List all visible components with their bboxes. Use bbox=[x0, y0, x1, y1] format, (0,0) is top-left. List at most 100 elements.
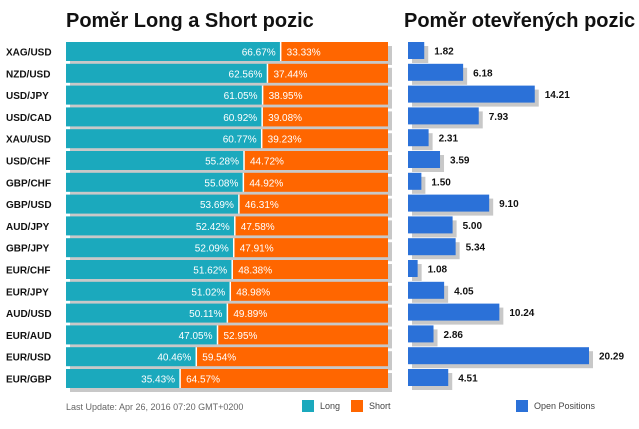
short-value-label: 33.33% bbox=[287, 48, 321, 59]
long-bar bbox=[66, 107, 263, 127]
short-value-label: 48.98% bbox=[236, 287, 270, 298]
long-value-label: 66.67% bbox=[242, 48, 276, 59]
legend-long: Long bbox=[302, 400, 340, 412]
short-bar bbox=[262, 107, 388, 127]
open-positions-bar bbox=[408, 151, 441, 168]
short-bar bbox=[217, 325, 388, 345]
open-positions-bar bbox=[408, 63, 464, 81]
open-positions-value-label: 1.08 bbox=[428, 265, 448, 276]
short-bar bbox=[261, 129, 388, 149]
long-bar bbox=[66, 42, 281, 61]
open-positions-value-label: 14.21 bbox=[545, 90, 570, 101]
short-bar bbox=[244, 151, 388, 170]
short-bar bbox=[230, 281, 388, 301]
long-value-label: 55.08% bbox=[204, 178, 238, 189]
open-positions-bar bbox=[408, 325, 434, 343]
legend-long-label: Long bbox=[320, 401, 341, 411]
short-value-label: 52.95% bbox=[224, 331, 258, 342]
long-value-label: 52.42% bbox=[196, 222, 230, 233]
long-value-label: 35.43% bbox=[141, 375, 175, 386]
short-bar bbox=[180, 369, 388, 388]
legend-open-swatch bbox=[516, 400, 528, 412]
category-label: USD/JPY bbox=[6, 91, 49, 102]
open-positions-bar bbox=[408, 194, 490, 212]
short-value-label: 47.91% bbox=[240, 244, 274, 255]
short-bar bbox=[280, 42, 388, 61]
category-label: GBP/JPY bbox=[6, 244, 50, 255]
long-bar bbox=[66, 129, 262, 149]
short-value-label: 64.57% bbox=[186, 375, 220, 386]
long-bar bbox=[66, 281, 231, 301]
long-bar bbox=[66, 194, 239, 214]
short-value-label: 46.31% bbox=[245, 200, 279, 211]
long-bar bbox=[66, 85, 263, 105]
open-positions-value-label: 4.05 bbox=[454, 286, 474, 297]
short-bar bbox=[262, 85, 388, 105]
short-value-label: 37.44% bbox=[273, 69, 307, 80]
long-value-label: 53.69% bbox=[200, 200, 234, 211]
long-value-label: 62.56% bbox=[229, 69, 263, 80]
legend-short-swatch bbox=[351, 400, 363, 412]
long-value-label: 60.77% bbox=[223, 135, 257, 146]
long-bar bbox=[66, 216, 235, 236]
open-positions-value-label: 6.18 bbox=[473, 68, 493, 79]
legend-open-positions: Open Positions bbox=[516, 400, 595, 412]
open-positions-bar bbox=[408, 42, 425, 59]
open-positions-bar bbox=[408, 238, 456, 256]
legend-short-label: Short bbox=[369, 401, 391, 411]
open-positions-value-label: 1.50 bbox=[431, 177, 451, 188]
open-positions-bar bbox=[408, 281, 445, 299]
open-positions-bar bbox=[408, 347, 589, 365]
long-value-label: 61.05% bbox=[224, 91, 258, 102]
category-label: USD/CHF bbox=[6, 157, 50, 168]
long-bar bbox=[66, 325, 218, 345]
open-positions-value-label: 10.24 bbox=[509, 308, 534, 319]
long-bar bbox=[66, 172, 244, 192]
open-positions-bar bbox=[408, 369, 449, 386]
long-bar bbox=[66, 238, 234, 258]
short-bar bbox=[238, 194, 388, 214]
open-positions-bar bbox=[408, 85, 535, 103]
open-positions-value-label: 4.51 bbox=[458, 374, 478, 385]
short-bar bbox=[267, 63, 388, 83]
open-positions-bar bbox=[408, 303, 500, 321]
open-positions-bar bbox=[408, 260, 418, 277]
open-positions-value-label: 5.34 bbox=[466, 243, 486, 254]
long-bar bbox=[66, 303, 228, 323]
short-value-label: 48.38% bbox=[238, 266, 272, 277]
short-bar bbox=[196, 347, 388, 367]
category-label: EUR/AUD bbox=[6, 331, 52, 342]
category-label: EUR/CHF bbox=[6, 266, 50, 277]
category-label: NZD/USD bbox=[6, 69, 50, 80]
long-value-label: 51.62% bbox=[193, 266, 227, 277]
category-label: USD/CAD bbox=[6, 113, 52, 124]
open-positions-value-label: 7.93 bbox=[489, 112, 509, 123]
open-positions-value-label: 20.29 bbox=[599, 352, 624, 363]
short-bar bbox=[232, 260, 388, 279]
category-label: EUR/JPY bbox=[6, 287, 49, 298]
long-bar bbox=[66, 260, 233, 279]
short-bar bbox=[233, 238, 388, 258]
short-value-label: 47.58% bbox=[241, 222, 275, 233]
short-bar bbox=[234, 216, 388, 236]
open-positions-bar bbox=[408, 216, 453, 234]
category-label: GBP/CHF bbox=[6, 178, 51, 189]
open-positions-value-label: 2.86 bbox=[444, 330, 464, 341]
open-positions-bar bbox=[408, 107, 479, 125]
short-value-label: 49.89% bbox=[233, 309, 267, 320]
open-positions-value-label: 5.00 bbox=[463, 221, 483, 232]
long-value-label: 40.46% bbox=[157, 353, 191, 364]
long-value-label: 60.92% bbox=[223, 113, 257, 124]
legend-short: Short bbox=[351, 400, 391, 412]
category-label: XAG/USD bbox=[6, 48, 52, 59]
long-bar bbox=[66, 369, 181, 388]
long-bar bbox=[66, 151, 245, 170]
long-value-label: 52.09% bbox=[195, 244, 229, 255]
open-positions-value-label: 1.82 bbox=[434, 47, 454, 58]
category-label: EUR/USD bbox=[6, 353, 51, 364]
long-value-label: 55.28% bbox=[205, 157, 239, 168]
chart-title-long-short: Poměr Long a Short pozic bbox=[66, 10, 314, 32]
short-value-label: 44.92% bbox=[249, 178, 283, 189]
long-value-label: 47.05% bbox=[179, 331, 213, 342]
